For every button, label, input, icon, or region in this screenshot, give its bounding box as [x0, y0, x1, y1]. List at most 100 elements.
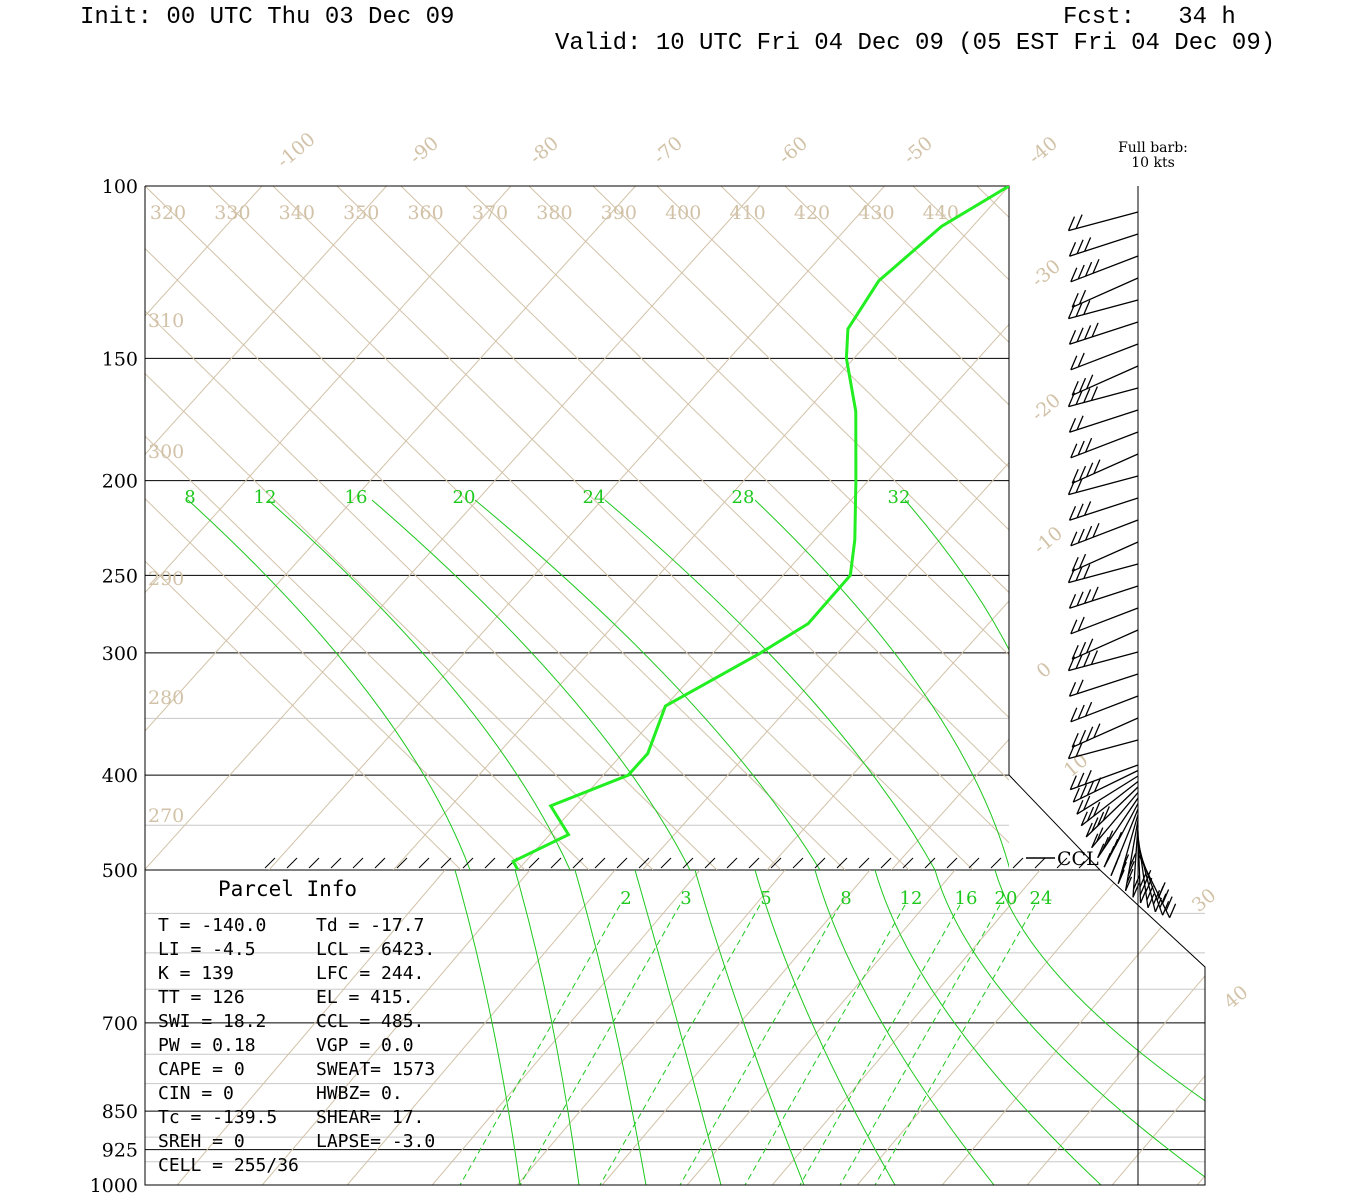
wind-barb-flag [1146, 885, 1154, 901]
valid-time-label: Valid: 10 UTC Fri 04 Dec 09 (05 EST Fri … [555, 30, 1276, 57]
wind-barb-flag [1083, 564, 1091, 579]
wind-barb-flag [1077, 528, 1085, 544]
wind-barb-flag [1076, 799, 1084, 815]
wind-barb-flag [1139, 872, 1147, 888]
wind-barb-flag [1078, 729, 1087, 745]
parcel-left-5: PW = 0.18 [158, 1035, 256, 1056]
plot-frame-lower [144, 186, 1206, 1186]
hatch-mark [440, 857, 452, 869]
isotherm-label: 30 [1188, 884, 1221, 916]
pressure-label-1000: 1000 [90, 1175, 138, 1197]
parcel-right-0: Td = -17.7 [316, 915, 424, 936]
mixing-ratio-label: 2 [620, 888, 631, 909]
wind-barb-flag [1076, 239, 1084, 255]
isotherm-label: 0 [1032, 658, 1055, 683]
wind-barb-flag [1077, 264, 1085, 280]
parcel-left-4: SWI = 18.2 [158, 1011, 266, 1032]
wind-barb-flag [1126, 868, 1134, 884]
isotherm-label: -100 [273, 128, 320, 172]
wind-barb [1117, 814, 1139, 884]
isotherm-upper [0, 186, 13, 870]
wind-barb-flag [1085, 701, 1093, 717]
wind-barb [1067, 650, 1139, 672]
hatch-mark [616, 857, 628, 869]
wind-barb-flag [1129, 853, 1137, 868]
hatch-mark [924, 857, 936, 869]
wind-barb-staff [1068, 739, 1139, 760]
hatch-mark [902, 857, 914, 869]
wind-barb [1067, 563, 1139, 584]
wind-barb [1071, 453, 1139, 484]
wind-barb-flag [1084, 501, 1092, 516]
wind-barb [1132, 825, 1141, 898]
wind-barb-flag [1078, 289, 1087, 305]
wind-barb-flag [1083, 652, 1091, 667]
dry-adiabat [592, 186, 1009, 594]
isotherm-lower [261, 870, 531, 1185]
wind-barb-flag [1067, 216, 1076, 231]
wind-barb-flag [1092, 523, 1100, 538]
wind-barb-flag [1078, 553, 1087, 569]
moist-adiabat [574, 870, 647, 1185]
mixing-ratio-label: 8 [840, 888, 851, 909]
wind-barb-flag [1068, 329, 1077, 345]
mixing-ratio-label: 24 [1030, 888, 1053, 909]
wind-barb-flag [1093, 723, 1101, 738]
parcel-left-2: K = 139 [158, 963, 234, 984]
hatch-mark [1078, 857, 1090, 869]
wind-barb-staff [1071, 277, 1139, 308]
mixing-ratio-line [599, 904, 761, 1185]
dry-adiabat [272, 186, 974, 870]
theta-e-line [604, 499, 936, 870]
wind-barb-flag [1080, 811, 1088, 827]
wind-barb-staff [1076, 775, 1139, 815]
wind-barb-flag [1078, 377, 1087, 393]
ccl-label: CCL [1057, 848, 1099, 870]
parcel-right-4: CCL = 485. [316, 1011, 424, 1032]
wind-barb [1068, 409, 1139, 433]
hatch-mark [968, 857, 980, 869]
mixing-ratio-line [679, 904, 841, 1185]
hatch-mark [858, 857, 870, 869]
moist-adiabat [994, 870, 1205, 1185]
wind-barb-flag [1068, 417, 1077, 433]
theta-label: 390 [601, 202, 637, 224]
hatch-mark [396, 857, 408, 869]
wind-barb-flag [1097, 843, 1105, 858]
mixing-ratio-label: 3 [680, 888, 691, 909]
parcel-info-title: Parcel Info [218, 877, 357, 901]
mixing-ratio-line [519, 904, 681, 1185]
wind-barb-flag [1070, 443, 1078, 459]
wind-barb-flag [1078, 641, 1087, 657]
dry-adiabat [528, 186, 1009, 656]
wind-barb [1068, 585, 1139, 609]
wind-barb [1071, 365, 1139, 396]
isotherm-lower [516, 870, 786, 1185]
wind-barb [1103, 803, 1139, 868]
wind-barb-staff [1085, 786, 1139, 838]
wind-barb-flag [1077, 440, 1085, 456]
moist-adiabat [814, 870, 995, 1185]
pressure-label-200: 200 [102, 471, 138, 493]
wind-barb-flag [1117, 869, 1125, 884]
wind-barb [1097, 797, 1139, 859]
wind-barb-flag [1158, 882, 1166, 897]
wind-barb-staff [1070, 431, 1139, 459]
wind-barb-staff [1070, 343, 1139, 371]
parcel-left-0: T = -140.0 [158, 915, 266, 936]
mixing-ratio-line [459, 904, 621, 1185]
theta-side-label: 310 [148, 310, 184, 332]
theta-e-label: 12 [254, 487, 277, 508]
theta-e-line [187, 499, 471, 870]
wind-barb-flag [1086, 780, 1095, 796]
isotherm-upper [145, 186, 512, 594]
wind-barb-flag [1162, 889, 1170, 904]
wind-barb-flag [1084, 589, 1092, 604]
hatch-mark [660, 857, 672, 869]
moist-adiabat [934, 870, 1205, 1185]
wind-barb-staff [1080, 780, 1139, 827]
wind-barb-flag [1070, 531, 1078, 547]
wind-barb-flag [1113, 854, 1121, 869]
theta-e-line [754, 499, 1009, 869]
